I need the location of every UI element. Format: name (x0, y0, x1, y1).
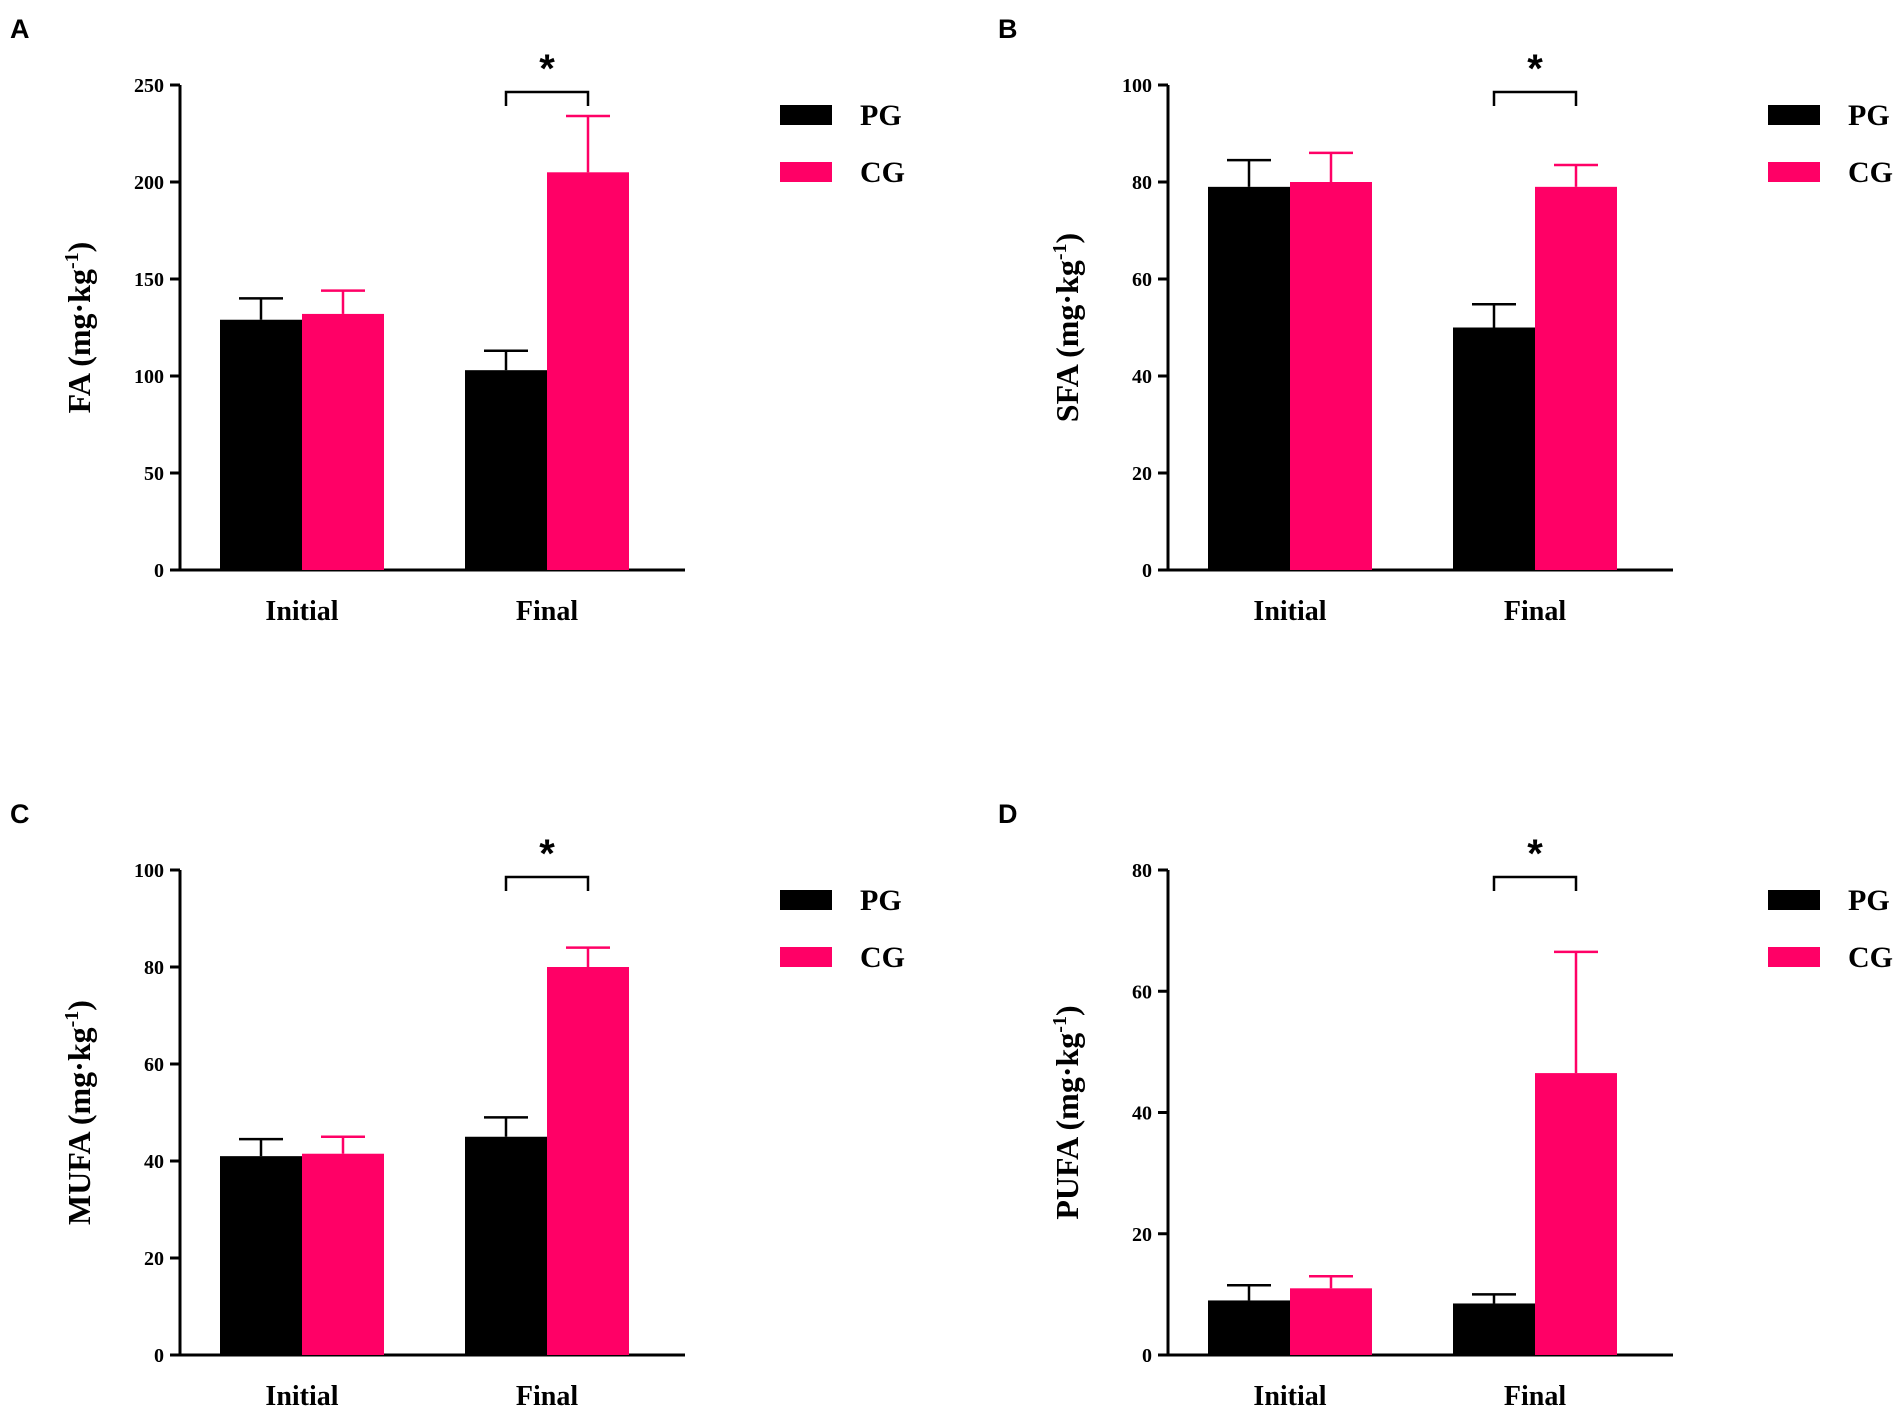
legend-label-cg: CG (860, 941, 905, 974)
y-tick-label: 20 (144, 1248, 164, 1270)
bar-cg-final (1535, 186, 1617, 570)
significance-bracket (1492, 875, 1578, 891)
bar-cg-initial (302, 1153, 384, 1355)
legend-swatch-pg (1768, 890, 1820, 910)
y-tick-label: 40 (1132, 1103, 1152, 1125)
x-category-label: Initial (1253, 1381, 1326, 1412)
y-tick-label: 80 (144, 957, 164, 979)
y-tick-label: 100 (134, 366, 164, 388)
bar-cg-initial (1290, 182, 1372, 570)
bar-pg-final (465, 1136, 547, 1355)
panel-B: B 0 20 40 60 80 100 SFA (mg·kg-1) Initial Final * P… (998, 14, 1893, 627)
y-tick-label: 60 (1132, 269, 1152, 291)
bar-pg-initial (220, 319, 302, 570)
panel-letter: B (998, 14, 1018, 44)
y-tick-label: 40 (1132, 366, 1152, 388)
x-category-label: Initial (265, 596, 338, 627)
legend-label-cg: CG (860, 156, 905, 189)
significance-marker: * (1527, 47, 1543, 91)
x-category-label: Final (1504, 596, 1566, 627)
x-category-label: Final (516, 1381, 578, 1412)
legend-swatch-cg (1768, 947, 1820, 967)
x-category-label: Initial (265, 1381, 338, 1412)
panel-letter: D (998, 799, 1018, 829)
significance-bracket (1492, 90, 1578, 106)
bar-pg-initial (1208, 186, 1290, 570)
legend-label-pg: PG (860, 99, 902, 132)
significance-marker: * (539, 47, 555, 91)
panel-letter: C (10, 799, 30, 829)
y-tick-label: 0 (154, 1345, 164, 1367)
panel-letter: A (10, 14, 30, 44)
legend-swatch-cg (780, 162, 832, 182)
legend-label-cg: CG (1848, 941, 1893, 974)
bar-pg-final (465, 370, 547, 570)
y-axis-label: FA (mg·kg-1) (61, 242, 97, 414)
bar-pg-final (1453, 327, 1535, 570)
legend-swatch-cg (1768, 162, 1820, 182)
bar-cg-initial (1290, 1288, 1372, 1355)
y-tick-label: 100 (134, 860, 164, 882)
legend-label-pg: PG (1848, 99, 1890, 132)
y-tick-label: 80 (1132, 172, 1152, 194)
y-tick-label: 0 (1142, 560, 1152, 582)
legend-swatch-pg (780, 890, 832, 910)
legend-swatch-cg (780, 947, 832, 967)
legend-label-pg: PG (860, 884, 902, 917)
y-axis-label: SFA (mg·kg-1) (1049, 233, 1085, 422)
y-axis-label: MUFA (mg·kg-1) (61, 1000, 97, 1225)
x-category-label: Final (1504, 1381, 1566, 1412)
panel-A: A 0 50 100 150 200 250 FA (mg·kg-1) Initial Final… (10, 14, 905, 627)
panel-C: C 0 20 40 60 80 100 MUFA (mg·kg-1) Initial Final *… (10, 799, 905, 1412)
y-tick-label: 250 (134, 75, 164, 97)
y-tick-label: 20 (1132, 463, 1152, 485)
x-category-label: Initial (1253, 596, 1326, 627)
y-tick-label: 200 (134, 172, 164, 194)
bar-pg-initial (1208, 1300, 1290, 1355)
y-tick-label: 20 (1132, 1224, 1152, 1246)
y-tick-label: 150 (134, 269, 164, 291)
y-tick-label: 50 (144, 463, 164, 485)
bar-cg-final (1535, 1073, 1617, 1355)
y-tick-label: 80 (1132, 860, 1152, 882)
y-tick-label: 0 (154, 560, 164, 582)
y-axis-label: PUFA (mg·kg-1) (1049, 1005, 1085, 1219)
bar-cg-final (547, 172, 629, 571)
legend-swatch-pg (1768, 105, 1820, 125)
bar-cg-initial (302, 313, 384, 570)
y-tick-label: 0 (1142, 1345, 1152, 1367)
bar-cg-final (547, 967, 629, 1355)
bar-pg-final (1453, 1303, 1535, 1355)
x-category-label: Final (516, 596, 578, 627)
y-tick-label: 100 (1122, 75, 1152, 97)
legend-label-pg: PG (1848, 884, 1890, 917)
significance-bracket (504, 90, 590, 106)
legend-label-cg: CG (1848, 156, 1893, 189)
y-tick-label: 60 (144, 1054, 164, 1076)
significance-marker: * (539, 832, 555, 876)
y-tick-label: 40 (144, 1151, 164, 1173)
y-tick-label: 60 (1132, 981, 1152, 1003)
significance-bracket (504, 875, 590, 891)
significance-marker: * (1527, 832, 1543, 876)
bar-pg-initial (220, 1156, 302, 1355)
legend-swatch-pg (780, 105, 832, 125)
panel-D: D 0 20 40 60 80 PUFA (mg·kg-1) Initial Final * PG C… (998, 799, 1893, 1412)
